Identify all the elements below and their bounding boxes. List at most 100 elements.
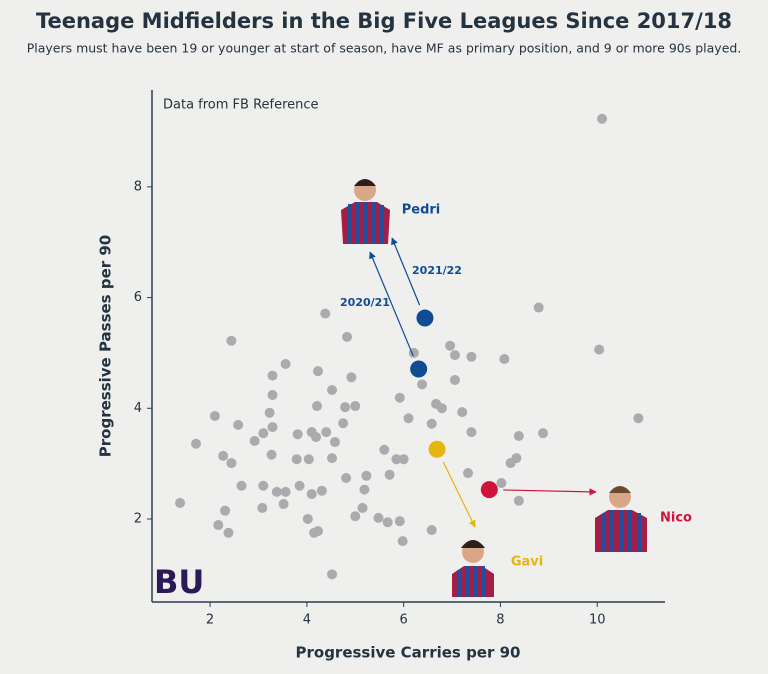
point <box>226 335 237 346</box>
arrow <box>503 488 597 496</box>
point <box>594 344 605 355</box>
point <box>382 517 393 528</box>
point <box>449 375 460 386</box>
point <box>267 389 278 400</box>
season-label: 2020/21 <box>340 296 390 309</box>
point <box>236 480 247 491</box>
point <box>457 407 468 418</box>
point <box>445 340 456 351</box>
point <box>340 402 351 413</box>
point <box>463 468 474 479</box>
point <box>505 458 516 469</box>
point <box>209 411 220 422</box>
point <box>466 351 477 362</box>
point <box>359 484 370 495</box>
point <box>513 495 524 506</box>
point <box>278 499 289 510</box>
point <box>426 525 437 536</box>
point <box>321 427 332 438</box>
point <box>466 427 477 438</box>
y-axis-label: Progressive Passes per 90 <box>97 235 115 457</box>
point <box>312 366 323 377</box>
point <box>280 486 291 497</box>
pedri-photo <box>341 179 390 244</box>
point <box>398 454 409 465</box>
point <box>292 429 303 440</box>
player-label: Nico <box>660 511 692 526</box>
gavi-photo <box>452 540 494 597</box>
note: Data from FB Reference <box>163 98 319 113</box>
point <box>257 502 268 513</box>
point <box>303 454 314 465</box>
point <box>220 505 231 516</box>
point <box>291 454 302 465</box>
point <box>306 489 317 500</box>
point <box>302 513 313 524</box>
x-tick-label: 8 <box>496 613 504 628</box>
season-label: 2021/22 <box>412 264 462 277</box>
highlight-point <box>410 360 428 378</box>
point <box>350 511 361 522</box>
point <box>338 418 349 429</box>
y-tick-label: 2 <box>134 511 142 526</box>
x-tick-label: 10 <box>589 613 606 628</box>
point <box>309 527 320 538</box>
nico-photo <box>595 486 647 552</box>
point <box>394 516 405 527</box>
point <box>329 437 340 448</box>
x-tick-label: 2 <box>206 613 214 628</box>
logo: BU <box>154 563 204 601</box>
highlight-point <box>416 309 434 327</box>
point <box>306 427 317 438</box>
point <box>342 331 353 342</box>
point <box>233 419 244 430</box>
x-tick-label: 6 <box>400 613 408 628</box>
point <box>496 477 507 488</box>
point <box>350 401 361 412</box>
point <box>271 486 282 497</box>
point <box>384 469 395 480</box>
y-tick-label: 6 <box>134 290 142 305</box>
point <box>226 458 237 469</box>
point <box>533 302 544 313</box>
point <box>218 450 229 461</box>
arrow <box>442 461 476 528</box>
point <box>312 401 323 412</box>
point <box>397 536 408 547</box>
point <box>258 480 269 491</box>
point <box>633 413 644 424</box>
chart-subtitle: Players must have been 19 or younger at … <box>27 41 742 56</box>
point <box>597 113 608 124</box>
point <box>431 398 442 409</box>
point <box>249 435 260 446</box>
highlight-point <box>428 440 446 458</box>
arrow <box>369 251 414 357</box>
point <box>280 358 291 369</box>
point <box>417 379 428 390</box>
player-label: Gavi <box>511 555 543 570</box>
point <box>373 512 384 523</box>
x-axis-label: Progressive Carries per 90 <box>296 644 521 662</box>
point <box>327 569 338 580</box>
point <box>391 454 402 465</box>
chart-title: Teenage Midfielders in the Big Five Leag… <box>36 9 732 33</box>
point <box>449 350 460 361</box>
point <box>341 473 352 484</box>
x-tick-label: 4 <box>303 613 311 628</box>
point <box>191 438 202 449</box>
highlight-point <box>480 481 498 499</box>
y-tick-label: 4 <box>134 401 142 416</box>
point <box>294 480 305 491</box>
point <box>357 502 368 513</box>
player-label: Pedri <box>402 203 441 218</box>
point <box>394 392 405 403</box>
point <box>538 428 549 439</box>
point <box>267 422 278 433</box>
point <box>346 372 357 383</box>
point <box>379 444 390 455</box>
point <box>316 485 327 496</box>
point <box>213 520 224 531</box>
arrow <box>391 237 421 306</box>
point <box>267 370 278 381</box>
